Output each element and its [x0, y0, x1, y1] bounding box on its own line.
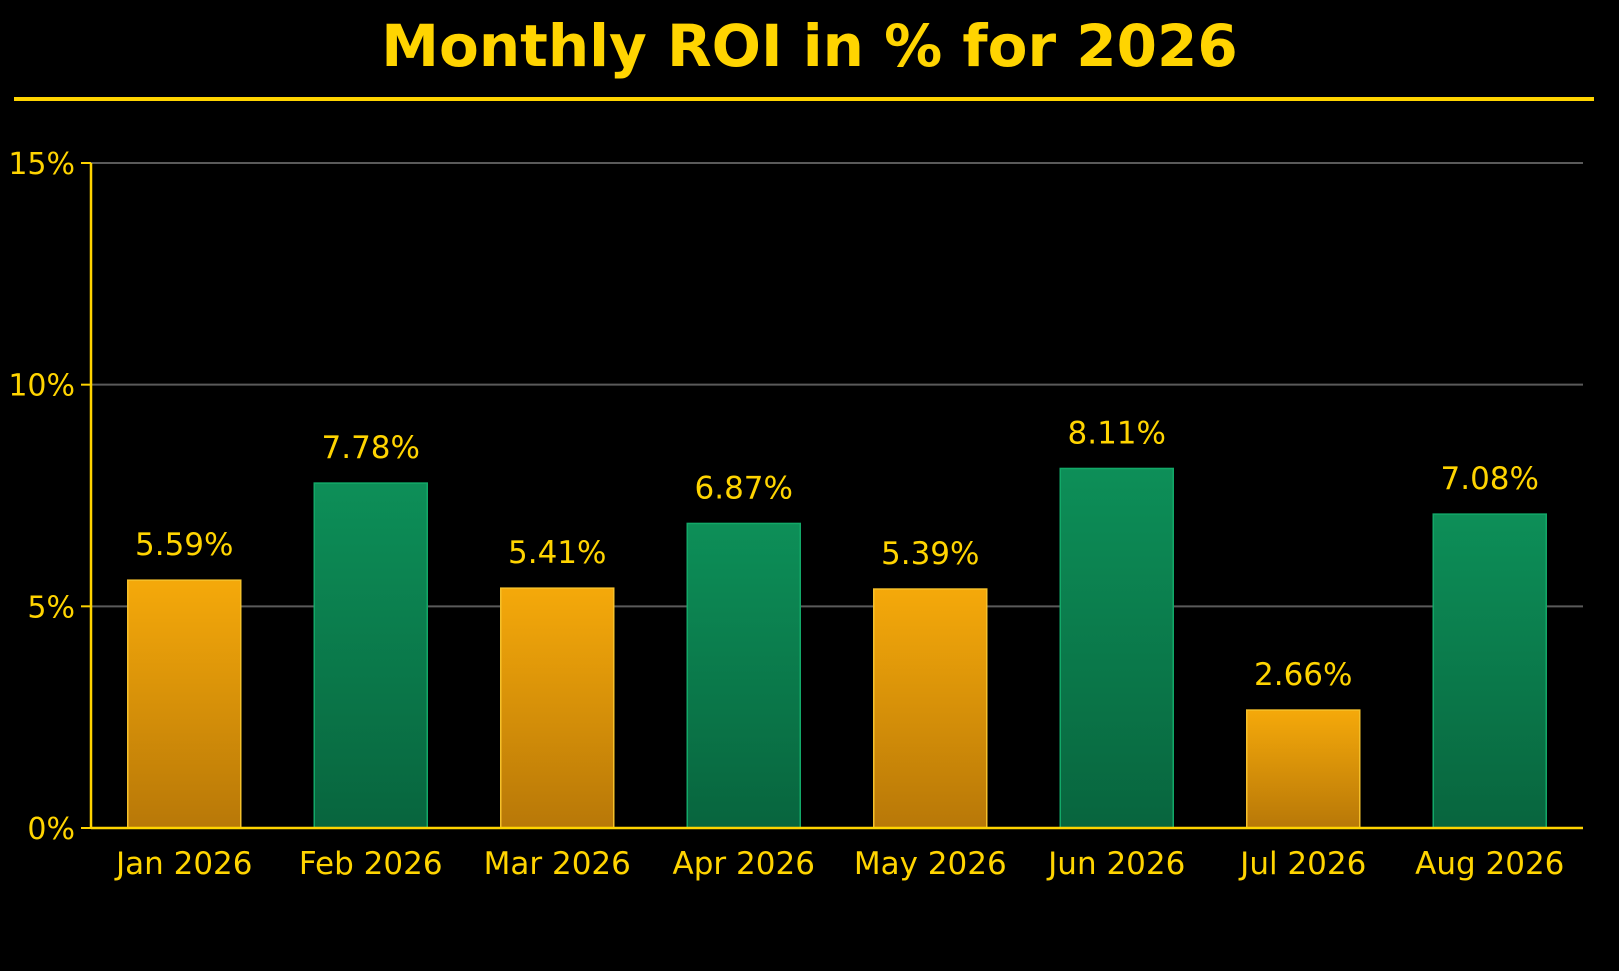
y-tick-label: 10%	[8, 369, 75, 404]
x-tick-label: Jun 2026	[1046, 846, 1185, 882]
y-tick-label: 0%	[27, 812, 75, 847]
data-label: 7.78%	[322, 430, 420, 466]
bar-jun-2026	[1059, 467, 1174, 829]
data-label: 2.66%	[1254, 657, 1352, 693]
bars	[127, 467, 1547, 829]
data-label: 5.39%	[881, 536, 979, 572]
data-label: 8.11%	[1068, 415, 1166, 451]
bar-mar-2026	[500, 587, 615, 829]
bar-jan-2026	[127, 579, 242, 829]
x-tick-label: Jul 2026	[1238, 846, 1366, 882]
y-tick-label: 5%	[27, 590, 75, 625]
bar-may-2026	[873, 588, 988, 829]
bar-jul-2026	[1246, 709, 1361, 829]
bar-apr-2026	[686, 522, 801, 829]
x-tick-label: Aug 2026	[1415, 846, 1564, 882]
data-label: 5.41%	[508, 535, 606, 571]
data-label: 6.87%	[695, 470, 793, 506]
labels: 0% 5% 10% 15% 5.59% Jan 2026 7.78% Feb 2026 5.41…	[8, 147, 1564, 882]
x-tick-label: Jan 2026	[114, 846, 253, 882]
data-label: 5.59%	[135, 527, 233, 563]
x-tick-label: Apr 2026	[673, 846, 815, 882]
axes	[81, 162, 1583, 830]
x-tick-label: Mar 2026	[484, 846, 631, 882]
bar-aug-2026	[1432, 513, 1547, 829]
chart-title: Monthly ROI in % for 2026	[381, 12, 1238, 80]
bar-feb-2026	[313, 482, 428, 829]
y-tick-label: 15%	[8, 147, 75, 182]
title-underline	[14, 97, 1594, 101]
data-label: 7.08%	[1441, 461, 1539, 497]
x-tick-label: Feb 2026	[299, 846, 443, 882]
x-tick-label: May 2026	[854, 846, 1007, 882]
